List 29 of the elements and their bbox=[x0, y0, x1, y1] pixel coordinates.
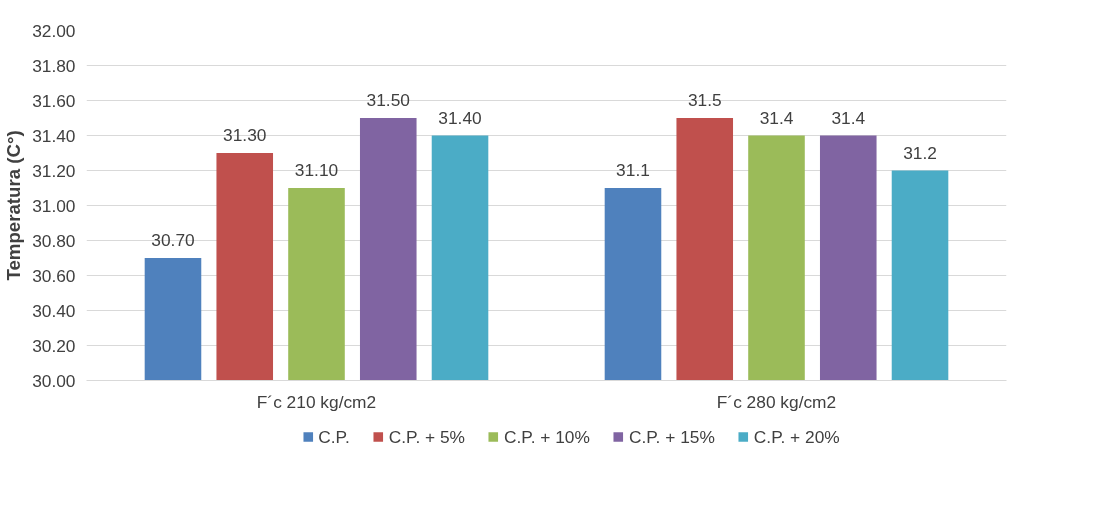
data-label: 31.2 bbox=[903, 142, 937, 163]
y-tick-label: 31.80 bbox=[32, 55, 76, 76]
x-tick-label: F´c 280 kg/cm2 bbox=[716, 391, 837, 412]
legend-label: C.P. + 5% bbox=[388, 426, 466, 447]
y-tick-label: 31.40 bbox=[32, 125, 76, 146]
data-label: 31.40 bbox=[438, 107, 482, 128]
y-tick-label: 30.20 bbox=[32, 335, 76, 356]
y-tick-label: 30.80 bbox=[32, 230, 76, 251]
data-label: 31.5 bbox=[687, 90, 722, 110]
y-tick-label: 32.00 bbox=[32, 20, 76, 41]
data-label: 31.30 bbox=[223, 125, 267, 145]
data-label: 30.70 bbox=[151, 230, 195, 250]
legend-label: C.P. + 15% bbox=[628, 426, 715, 447]
data-label: 31.4 bbox=[759, 107, 794, 128]
y-axis-title: Temperatura (C°) bbox=[3, 130, 25, 281]
legend-label: C.P. + 10% bbox=[504, 426, 590, 447]
data-label: 31.10 bbox=[294, 160, 339, 180]
legend-label: C.P. + 20% bbox=[753, 426, 840, 447]
legend-label: C.P. bbox=[318, 426, 350, 447]
y-tick-label: 30.60 bbox=[32, 265, 76, 286]
y-tick-label: 31.20 bbox=[32, 160, 76, 181]
data-label: 31.4 bbox=[831, 107, 866, 128]
data-label: 31.50 bbox=[366, 90, 410, 110]
y-tick-label: 31.60 bbox=[32, 90, 76, 111]
x-tick-label: F´c 210 kg/cm2 bbox=[256, 391, 377, 412]
y-tick-label: 31.00 bbox=[32, 195, 76, 216]
data-label: 31.1 bbox=[616, 160, 650, 180]
y-tick-label: 30.00 bbox=[32, 370, 76, 391]
y-tick-label: 30.40 bbox=[32, 300, 76, 321]
